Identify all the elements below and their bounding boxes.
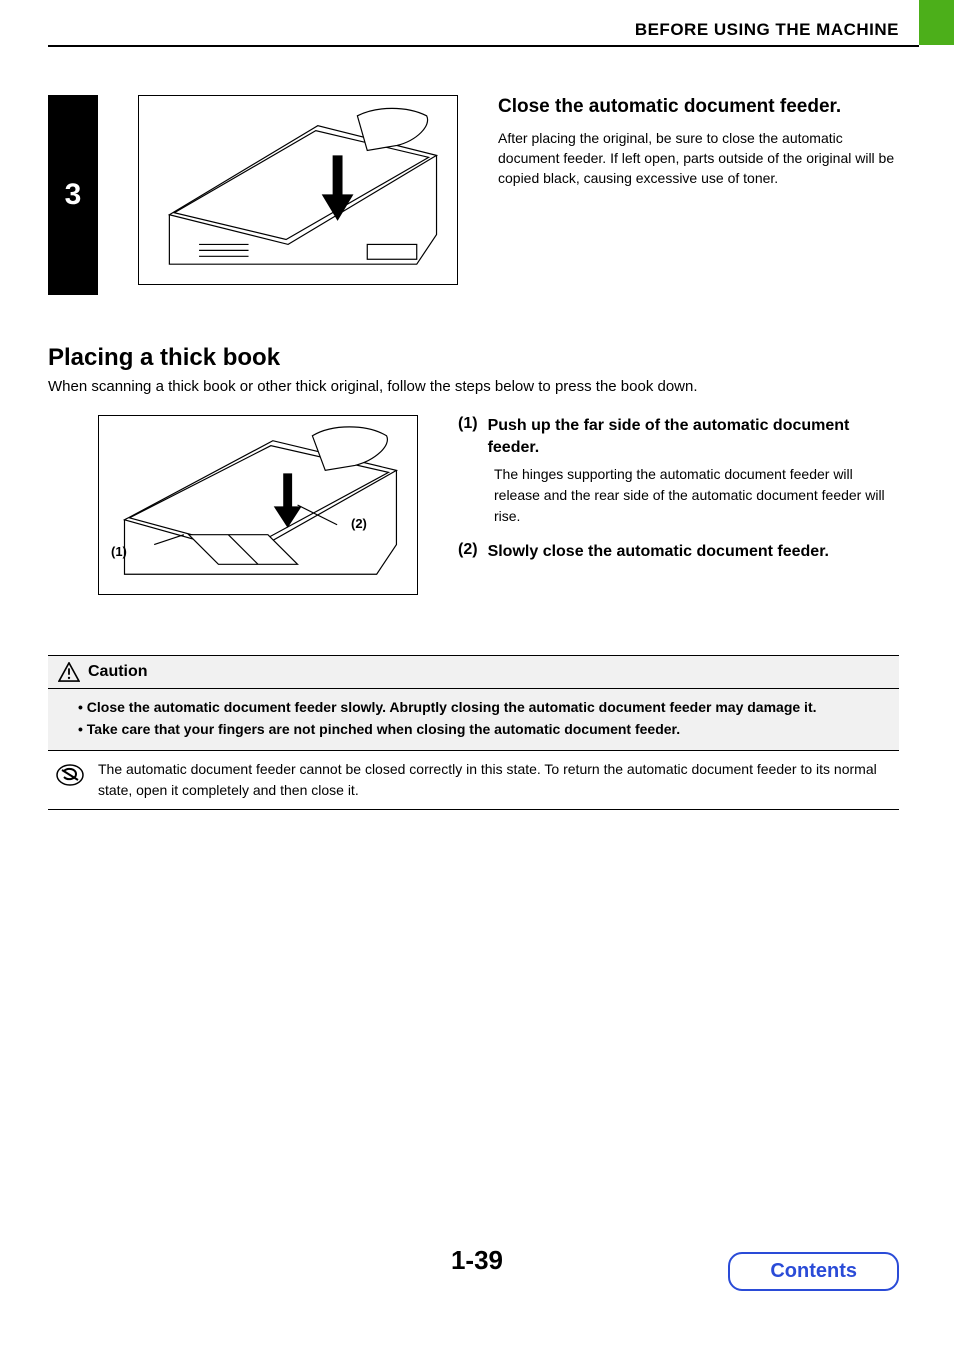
figure-thick-book: (1) (2) xyxy=(98,415,418,595)
chapter-title: BEFORE USING THE MACHINE xyxy=(635,20,899,40)
step-num-1: (1) xyxy=(458,415,478,458)
contents-button[interactable]: Contents xyxy=(728,1252,899,1291)
note-icon xyxy=(56,761,84,789)
figure-close-feeder xyxy=(138,95,458,285)
chapter-color-tab xyxy=(919,0,954,45)
section-intro: When scanning a thick book or other thic… xyxy=(48,378,899,395)
step-bold-1: Push up the far side of the automatic do… xyxy=(488,415,899,458)
numbered-step-1: (1) Push up the far side of the automati… xyxy=(458,415,899,458)
figure-callout-1: (1) xyxy=(111,544,127,559)
step-3-row: 3 Close the automatic document feeder. A… xyxy=(48,95,899,295)
caution-bullet-1: • Close the automatic document feeder sl… xyxy=(78,697,879,719)
caution-block: Caution • Close the automatic document f… xyxy=(48,655,899,810)
step-3-heading: Close the automatic document feeder. xyxy=(498,95,899,120)
note-text: The automatic document feeder cannot be … xyxy=(98,759,891,801)
caution-bullet-2-text: Take care that your fingers are not pinc… xyxy=(87,721,680,737)
step-number-badge: 3 xyxy=(48,95,98,295)
step-body-1: The hinges supporting the automatic docu… xyxy=(494,464,899,527)
caution-header: Caution xyxy=(48,656,899,689)
caution-body: • Close the automatic document feeder sl… xyxy=(48,689,899,751)
caution-label: Caution xyxy=(88,663,148,681)
step-3-body: After placing the original, be sure to c… xyxy=(498,128,899,189)
section-title: Placing a thick book xyxy=(48,344,280,372)
step-bold-2: Slowly close the automatic document feed… xyxy=(488,541,829,563)
header-rule xyxy=(48,45,919,47)
step-num-2: (2) xyxy=(458,541,478,563)
warning-icon xyxy=(58,662,80,682)
thick-book-row: (1) (2) (1) Push up the far side of the … xyxy=(98,415,899,595)
numbered-step-2: (2) Slowly close the automatic document … xyxy=(458,541,899,563)
caution-bullet-2: • Take care that your fingers are not pi… xyxy=(78,719,879,741)
figure-callout-2: (2) xyxy=(351,516,367,531)
note-row: The automatic document feeder cannot be … xyxy=(48,751,899,810)
caution-bullet-1-text: Close the automatic document feeder slow… xyxy=(87,699,817,715)
